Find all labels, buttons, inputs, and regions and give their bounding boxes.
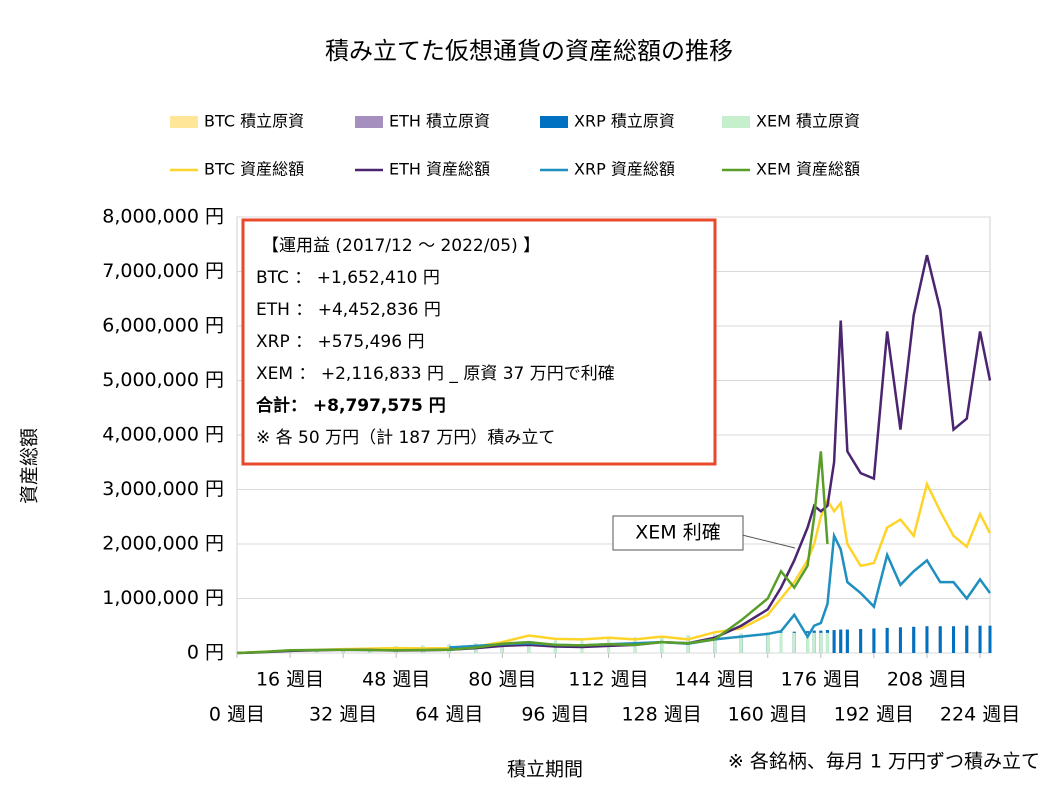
x-tick-label: 224 週目	[940, 704, 1020, 726]
x-tick-label: 64 週目	[415, 704, 483, 726]
bar	[832, 630, 836, 653]
box-total: 合計： +8,797,575 円	[256, 395, 446, 416]
line	[236, 480, 992, 655]
y-tick-label: 1,000,000 円	[102, 587, 224, 609]
x-tick-label: 176 週目	[781, 669, 861, 691]
x-tick-label: 48 週目	[362, 669, 430, 691]
bar	[898, 627, 902, 653]
box-frame	[241, 218, 717, 466]
bar	[792, 632, 796, 653]
callout-line	[737, 533, 796, 549]
y-tick-label: 7,000,000 円	[102, 260, 224, 282]
bar	[766, 632, 770, 653]
bar	[779, 632, 783, 653]
y-tick-label: 4,000,000 円	[102, 424, 224, 446]
box-line: XRP ： +575,496 円	[256, 332, 424, 352]
bar	[978, 625, 982, 653]
bar	[500, 642, 504, 653]
x-tick-label: 192 週目	[834, 704, 914, 726]
legend-label: ETH 資産総額	[389, 160, 490, 179]
box-line: XEM ： +2,116,833 円 _ 原資 37 万円で利確	[256, 364, 615, 384]
bar	[885, 627, 889, 653]
bar	[839, 629, 843, 653]
y-tick-label: 8,000,000 円	[102, 206, 224, 228]
x-tick-label: 144 週目	[675, 669, 755, 691]
bar	[988, 625, 992, 653]
legend-swatch	[540, 116, 568, 128]
x-tick-label: 16 週目	[256, 669, 324, 691]
legend-label: ETH 積立原資	[389, 112, 490, 131]
x-tick-label: 160 週目	[728, 704, 808, 726]
legend-label: BTC 積立原資	[204, 112, 304, 131]
box-footnote: ※ 各 50 万円（計 187 万円）積み立て	[256, 428, 555, 448]
bar	[912, 626, 916, 653]
y-tick-label: 3,000,000 円	[102, 478, 224, 500]
chart-title: 積み立てた仮想通貨の資産総額の推移	[325, 37, 733, 65]
legend-label: XEM 資産総額	[756, 160, 860, 179]
box-heading: 【運用益 (2017/12 ～ 2022/05) 】	[262, 236, 540, 256]
x-tick-label: 32 週目	[309, 704, 377, 726]
legend-label: XRP 資産総額	[574, 160, 675, 179]
legend-label: XEM 積立原資	[756, 112, 860, 131]
bar	[938, 626, 942, 653]
y-tick-label: 0 円	[187, 642, 224, 664]
callout: XEM 利確	[635, 522, 720, 544]
legend-label: BTC 資産総額	[204, 160, 304, 179]
bar	[527, 641, 531, 653]
y-tick-label: 2,000,000 円	[102, 533, 224, 555]
y-tick-label: 5,000,000 円	[102, 369, 224, 391]
bar	[713, 634, 717, 653]
line	[236, 451, 829, 655]
callout-box	[612, 515, 744, 551]
x-tick-label: 96 週目	[521, 704, 589, 726]
x-tick-label: 0 週目	[209, 704, 265, 726]
x-tick-label: 128 週目	[621, 704, 701, 726]
plot	[235, 216, 992, 655]
annotation-box: 【運用益 (2017/12 ～ 2022/05) 】 BTC ： +1,652,…	[241, 218, 717, 466]
bar	[965, 625, 969, 653]
box-line: ETH ： +4,452,836 円	[256, 300, 441, 320]
legend-swatch	[722, 116, 750, 128]
note: ※ 各銘柄、毎月 1 万円ずつ積み立て	[728, 751, 1040, 773]
legend-swatch	[170, 116, 198, 128]
legend-swatch	[355, 116, 383, 128]
bar	[660, 636, 664, 653]
bar	[859, 629, 863, 653]
x-axis-title: 積立期間	[507, 759, 583, 781]
bar	[845, 629, 849, 653]
legend-label: XRP 積立原資	[574, 112, 675, 131]
x-tick-label: 208 週目	[887, 669, 967, 691]
x-tick-label: 80 週目	[468, 669, 536, 691]
y-axis-title: 資産総額	[19, 428, 41, 504]
bar	[925, 626, 929, 653]
bar	[819, 632, 823, 653]
bar	[872, 628, 876, 653]
bar	[739, 633, 743, 653]
box-line: BTC ： +1,652,410 円	[256, 268, 440, 288]
bar	[806, 632, 810, 653]
x-tick-label: 112 週目	[568, 669, 648, 691]
bar	[812, 632, 816, 653]
bar	[952, 626, 956, 653]
y-tick-label: 6,000,000 円	[102, 315, 224, 337]
bar	[825, 632, 829, 653]
